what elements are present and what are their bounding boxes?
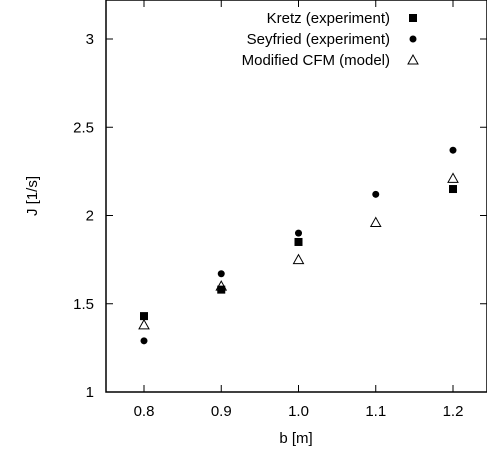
legend-label: Kretz (experiment) [267,10,390,27]
plot-frame [105,0,487,393]
data-point-series-3 [447,172,459,183]
legend: Kretz (experiment) Seyfried (experiment) M… [242,10,419,69]
data-point-series-2 [449,146,457,154]
data-point-series-2 [140,337,148,345]
x-tick-label: 1.1 [365,403,386,420]
x-tick-label: 0.9 [211,403,232,420]
y-tick-label: 3 [86,31,94,48]
data-point-series-2 [372,190,380,198]
legend-marker [409,14,417,22]
y-axis-label: J [1/s] [24,176,41,216]
x-axis-label: b [m] [279,430,312,447]
data-point-series-2 [295,229,302,237]
x-tick-label: 1.2 [443,403,464,420]
legend-marker [409,35,417,43]
y-tick-label: 2.5 [73,119,94,136]
data-point-series-3 [215,280,228,291]
data-point-series-3 [292,253,305,265]
data-point-series-3 [138,318,150,330]
legend-marker [407,53,419,65]
y-axis: 1 1.5 2 2.5 3 [73,31,487,401]
data-points [138,146,459,345]
data-point-series-1 [449,185,457,194]
legend-label: Modified CFM (model) [242,52,390,69]
data-point-series-1 [294,237,303,246]
data-point-series-3 [369,216,382,228]
x-tick-label: 1.0 [288,403,309,420]
data-point-series-2 [217,270,225,278]
x-axis: 0.8 0.9 1.0 1.1 1.2 [134,0,464,420]
y-tick-label: 1.5 [73,296,94,313]
y-tick-label: 2 [86,208,94,225]
x-tick-label: 0.8 [134,403,155,420]
legend-label: Seyfried (experiment) [247,31,390,48]
y-tick-label: 1 [86,384,94,401]
data-point-series-1 [140,312,148,321]
